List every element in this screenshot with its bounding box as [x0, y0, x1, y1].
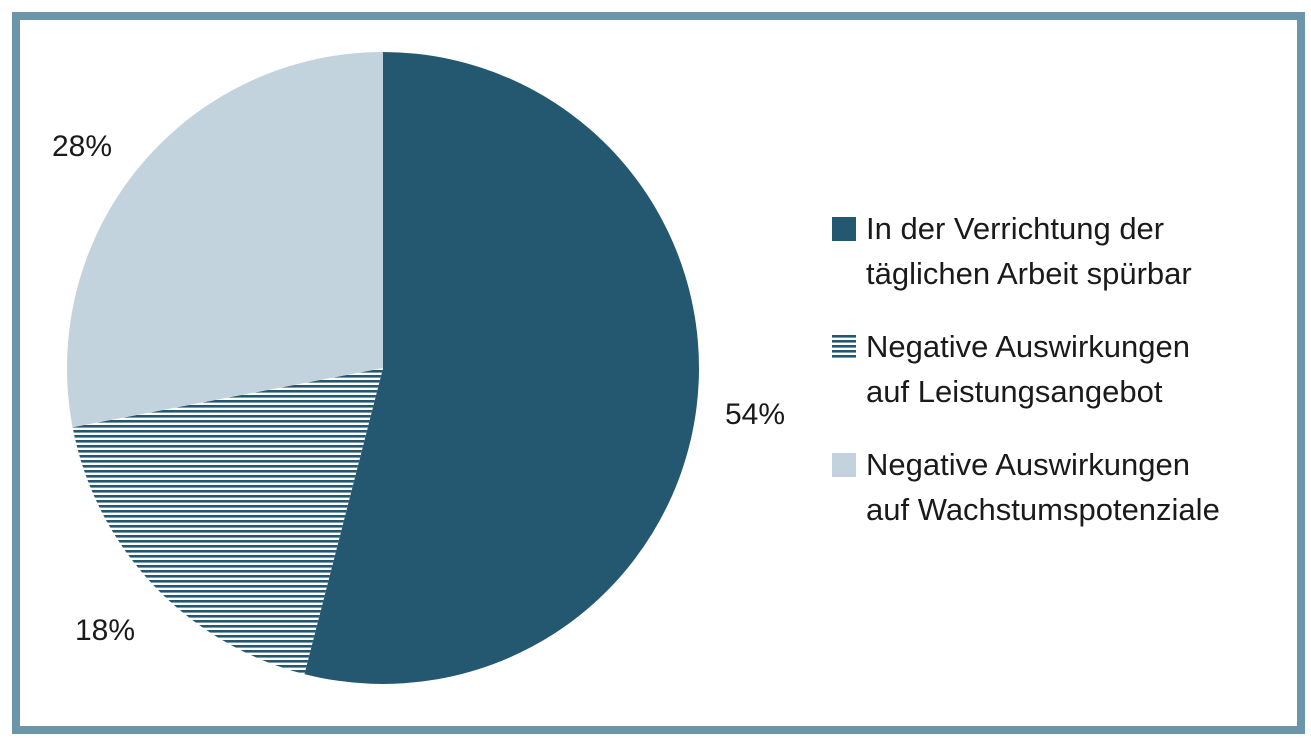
slice-value-label-3: 28% [52, 130, 112, 163]
slice-value-label-1: 54% [725, 398, 785, 431]
legend-label-1-line-1: In der Verrichtung der [866, 211, 1164, 246]
legend-label-1-line-2: täglichen Arbeit spürbar [866, 256, 1192, 291]
legend: In der Verrichtung der täglichen Arbeit s… [832, 211, 1220, 527]
legend-label-2-line-1: Negative Auswirkungen [866, 329, 1190, 364]
legend-swatch-2 [832, 335, 856, 359]
pie-slice-2 [72, 368, 383, 675]
legend-label-3-line-2: auf Wachstumspotenziale [866, 492, 1220, 527]
pie-value-labels: 54% 18% 28% [52, 130, 785, 647]
slice-value-label-2: 18% [75, 614, 135, 647]
legend-swatch-3 [832, 453, 856, 477]
pie-slices [66, 52, 700, 685]
legend-swatch-1 [832, 217, 856, 241]
pie-slice-3 [66, 52, 383, 428]
legend-label-2-line-2: auf Leistungsangebot [866, 374, 1163, 409]
pie-slice-1 [304, 52, 700, 685]
legend-label-3-line-1: Negative Auswirkungen [866, 447, 1190, 482]
